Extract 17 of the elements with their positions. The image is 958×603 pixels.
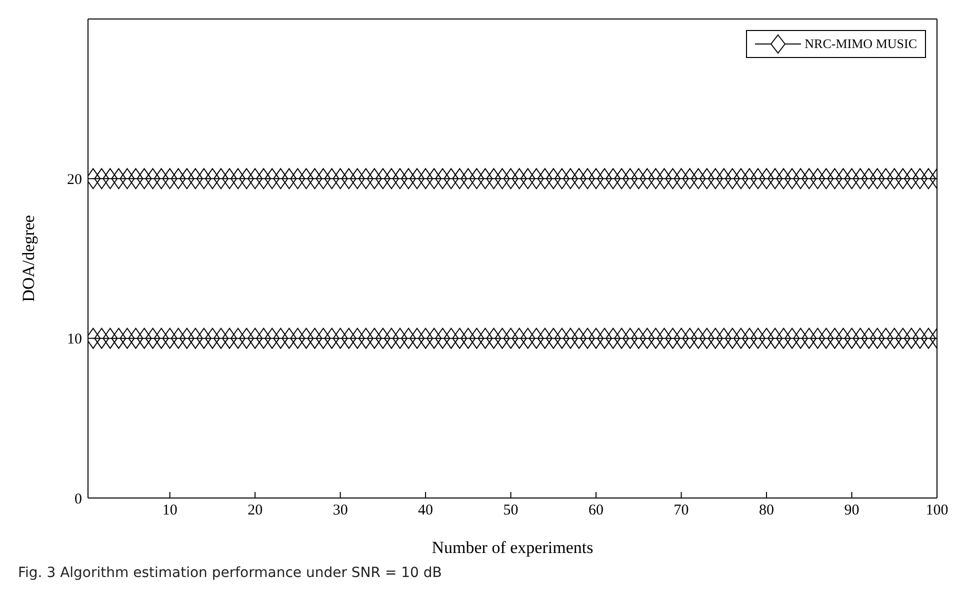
x-tick-label: 10: [162, 502, 178, 519]
y-axis-title: DOA/degree: [19, 215, 38, 302]
x-axis-title: Number of experiments: [432, 538, 594, 557]
y-tick-label: 10: [67, 332, 82, 348]
x-tick-label: 20: [248, 502, 263, 519]
x-tick-label: 60: [588, 502, 604, 519]
legend-label: NRC-MIMO MUSIC: [804, 36, 917, 52]
x-tick-label: 50: [503, 502, 518, 519]
x-tick-label: 70: [674, 502, 689, 519]
caption: Fig. 3 Algorithm estimation performance under SNR = 10 dB: [17, 565, 443, 581]
x-tick-label: 100: [926, 502, 948, 519]
x-tick-label: 90: [844, 502, 860, 519]
y-tick-label: 0: [74, 491, 82, 508]
y-tick-label: 20: [67, 172, 82, 188]
x-tick-label: 80: [759, 502, 774, 519]
x-tick-label: 30: [332, 502, 348, 519]
x-tick-label: 40: [418, 502, 434, 519]
